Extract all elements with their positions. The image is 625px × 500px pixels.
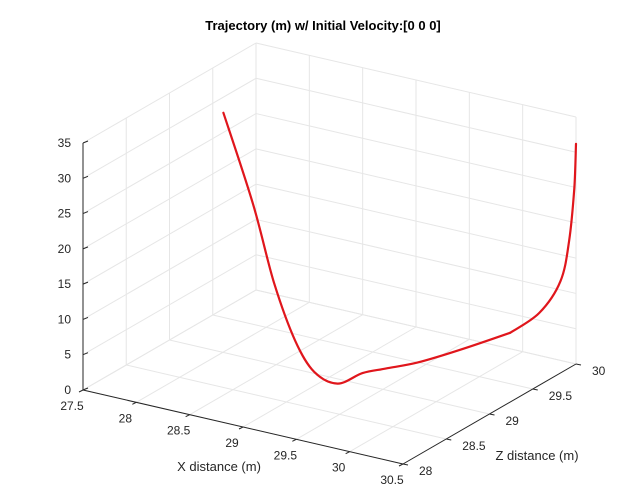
back-wall-gridline-z	[255, 113, 577, 189]
x-tick-label: 30.5	[380, 473, 404, 487]
side-wall-gridline-z	[82, 148, 257, 250]
z-tick-mark	[82, 316, 89, 320]
z-tick-mark	[82, 352, 89, 356]
z-tick-mark	[82, 140, 89, 144]
back-wall-gridline-z	[255, 254, 577, 330]
side-wall-gridline-z	[82, 113, 257, 215]
x-tick-mark	[398, 463, 404, 467]
x-tick-mark	[238, 426, 244, 430]
trajectory-line	[222, 111, 512, 385]
back-wall-gridline-z	[255, 77, 577, 153]
x-tick-mark	[132, 401, 137, 405]
side-wall-gridline-z	[82, 42, 257, 144]
floor-gridline-y	[126, 364, 447, 440]
back-wall-gridline-z	[255, 289, 577, 365]
y-tick-label: 28.5	[462, 439, 486, 453]
back-wall-gridline-z	[255, 218, 577, 294]
z-tick-label: 10	[58, 312, 72, 326]
z-tick-mark	[82, 246, 89, 250]
y-axis-label: Z distance (m)	[495, 448, 578, 463]
side-wall-gridline-z	[82, 183, 257, 285]
x-tick-label: 30	[332, 461, 346, 475]
chart-title: Trajectory (m) w/ Initial Velocity:[0 0 …	[205, 18, 441, 33]
back-wall-gridline-z	[255, 183, 577, 259]
floor-gridline-y	[212, 314, 533, 390]
z-tick-label: 5	[64, 348, 71, 362]
x-tick-label: 29.5	[274, 448, 298, 462]
x-tick-mark	[185, 414, 190, 418]
x-tick-label: 28.5	[167, 424, 191, 438]
back-wall-gridline-z	[255, 42, 577, 118]
z-tick-label: 35	[58, 136, 72, 150]
x-axis-label: X distance (m)	[177, 459, 261, 474]
z-tick-label: 15	[58, 277, 72, 291]
z-tick-mark	[82, 281, 89, 285]
z-tick-label: 25	[58, 207, 72, 221]
side-wall-gridline-z	[82, 289, 257, 391]
side-wall-gridline-z	[82, 254, 257, 356]
x-tick-mark	[292, 438, 297, 442]
z-tick-label: 30	[58, 171, 72, 185]
tick-labels: 27.5 28 28.5 29 29.5 30 30.5 28 28.5 29 29.5 30 0 5 10…	[58, 136, 606, 487]
z-tick-mark	[82, 211, 89, 215]
floor-gridline-y	[169, 339, 490, 415]
grid	[82, 42, 577, 465]
trajectory-line	[509, 142, 578, 334]
x-tick-label: 28	[119, 411, 133, 425]
axes	[78, 140, 582, 467]
y-tick-label: 29.5	[549, 389, 573, 403]
y-tick-label: 30	[592, 364, 606, 378]
y-tick-label: 29	[506, 414, 520, 428]
y-tick-mark	[446, 438, 452, 441]
back-wall-gridline-z	[255, 148, 577, 224]
y-tick-mark	[489, 413, 495, 416]
y-tick-mark	[532, 388, 538, 391]
trajectory-series	[222, 111, 578, 385]
z-tick-mark	[82, 387, 89, 391]
side-wall-gridline-z	[82, 218, 257, 320]
x-tick-label: 27.5	[60, 399, 84, 413]
z-tick-mark	[82, 175, 89, 179]
z-tick-label: 0	[64, 383, 71, 397]
y-tick-mark	[402, 463, 409, 466]
side-wall-gridline-z	[82, 77, 257, 179]
z-tick-label: 20	[58, 242, 72, 256]
y-tick-label: 28	[419, 464, 433, 478]
x-tick-mark	[345, 451, 350, 455]
y-tick-mark	[575, 363, 582, 366]
x-tick-label: 29	[225, 436, 239, 450]
x-tick-mark	[78, 389, 84, 393]
